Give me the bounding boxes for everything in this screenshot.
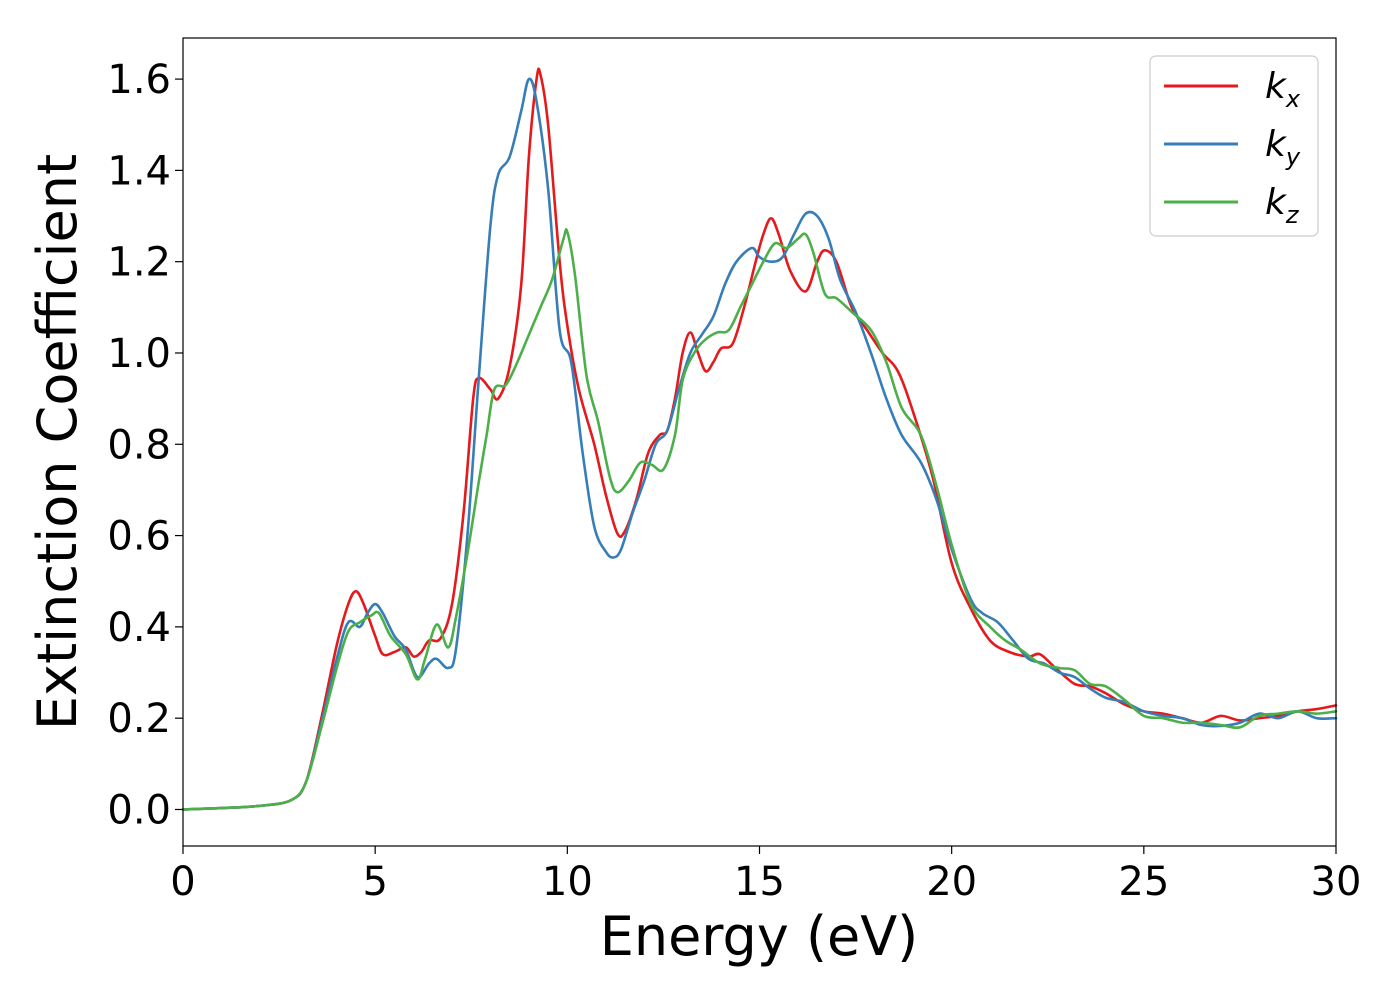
x-tick-label: 20 — [926, 859, 977, 905]
legend-label-k-y: ky — [1265, 124, 1301, 171]
y-axis: 0.0 0.2 0.4 0.6 0.8 1.0 1.2 1.4 1.6 — [107, 57, 183, 833]
y-tick-label: 1.2 — [107, 240, 171, 286]
y-tick-label: 1.0 — [107, 331, 171, 377]
legend-label-k-x: kx — [1265, 66, 1301, 113]
y-axis-title: Extinction Coefficient — [26, 154, 89, 730]
x-tick-label: 25 — [1118, 859, 1169, 905]
x-tick-label: 15 — [734, 859, 785, 905]
series-lines — [181, 67, 1338, 811]
x-tick-label: 30 — [1311, 859, 1362, 905]
y-tick-label: 1.6 — [107, 57, 171, 103]
y-tick-label: 0.4 — [107, 605, 171, 651]
x-tick-label: 5 — [362, 859, 387, 905]
legend: kx ky kz — [1149, 55, 1319, 237]
x-tick-label: 0 — [170, 859, 195, 905]
y-tick-label: 0.6 — [107, 514, 171, 560]
series-line-k-y — [181, 77, 1338, 811]
legend-label-k-z: kz — [1265, 182, 1300, 229]
x-axis-title: Energy (eV) — [600, 905, 919, 968]
series-line-k-z — [181, 228, 1338, 811]
y-tick-label: 0.2 — [107, 696, 171, 742]
y-tick-label: 0.8 — [107, 422, 171, 468]
y-tick-label: 1.4 — [107, 148, 171, 194]
x-axis: 0 5 10 15 20 25 30 — [170, 846, 1361, 905]
legend-box — [1149, 55, 1319, 237]
y-tick-label: 0.0 — [107, 787, 171, 833]
x-tick-label: 10 — [542, 859, 593, 905]
